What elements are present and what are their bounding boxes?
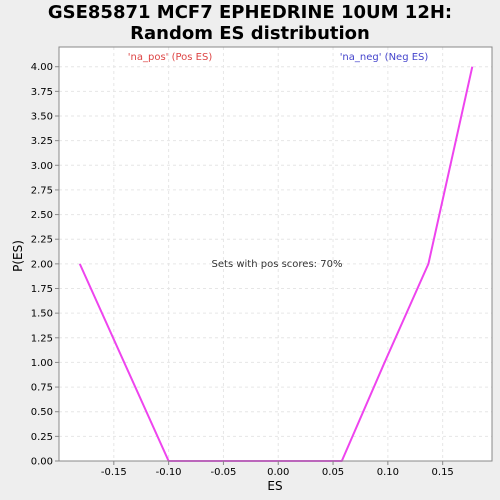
y-tick-label: 2.00 bbox=[31, 259, 53, 270]
x-tick-label: 0.10 bbox=[377, 467, 399, 478]
y-tick-label: 3.00 bbox=[31, 161, 53, 172]
y-axis-ticks: 0.00 0.25 0.50 0.75 1.00 1.25 1.50 1.75 2.00 2.25… bbox=[31, 62, 59, 468]
x-tick-label: -0.05 bbox=[210, 467, 236, 478]
plot-border bbox=[58, 46, 493, 462]
pos-es-label: 'na_pos' (Pos ES) bbox=[128, 52, 213, 63]
neg-es-label: 'na_neg' (Neg ES) bbox=[340, 52, 429, 63]
y-tick-label: 2.25 bbox=[31, 235, 53, 246]
y-tick-label: 0.75 bbox=[31, 383, 53, 394]
y-tick-label: 2.50 bbox=[31, 210, 53, 221]
x-tick-label: -0.10 bbox=[156, 467, 182, 478]
x-tick-label: 0.00 bbox=[267, 467, 289, 478]
chart-title: GSE85871 MCF7 EPHEDRINE 10UM 12H: Random… bbox=[0, 2, 500, 44]
plot-area bbox=[59, 47, 492, 461]
x-tick-label: 0.05 bbox=[322, 467, 344, 478]
y-tick-label: 0.25 bbox=[31, 432, 53, 443]
y-tick-label: 2.75 bbox=[31, 185, 53, 196]
y-tick-label: 1.00 bbox=[31, 358, 53, 369]
x-axis-label: ES bbox=[267, 479, 282, 493]
y-axis-label: P(ES) bbox=[11, 240, 25, 272]
chart-title-line2: Random ES distribution bbox=[130, 23, 370, 44]
x-tick-label: 0.15 bbox=[432, 467, 454, 478]
y-tick-label: 0.00 bbox=[31, 457, 53, 468]
y-tick-label: 1.25 bbox=[31, 333, 53, 344]
y-tick-label: 3.75 bbox=[31, 87, 53, 98]
y-tick-label: 4.00 bbox=[31, 62, 53, 73]
y-tick-label: 1.75 bbox=[31, 284, 53, 295]
y-tick-label: 1.50 bbox=[31, 309, 53, 320]
y-tick-label: 3.25 bbox=[31, 136, 53, 147]
y-tick-label: 0.50 bbox=[31, 407, 53, 418]
chart-title-line1: GSE85871 MCF7 EPHEDRINE 10UM 12H: bbox=[47, 2, 453, 23]
pos-score-text: Sets with pos scores: 70% bbox=[212, 259, 343, 270]
y-tick-label: 3.50 bbox=[31, 112, 53, 123]
x-axis-ticks: -0.15 -0.10 -0.05 0.00 0.05 0.10 0.15 bbox=[101, 461, 454, 478]
x-tick-label: -0.15 bbox=[101, 467, 127, 478]
